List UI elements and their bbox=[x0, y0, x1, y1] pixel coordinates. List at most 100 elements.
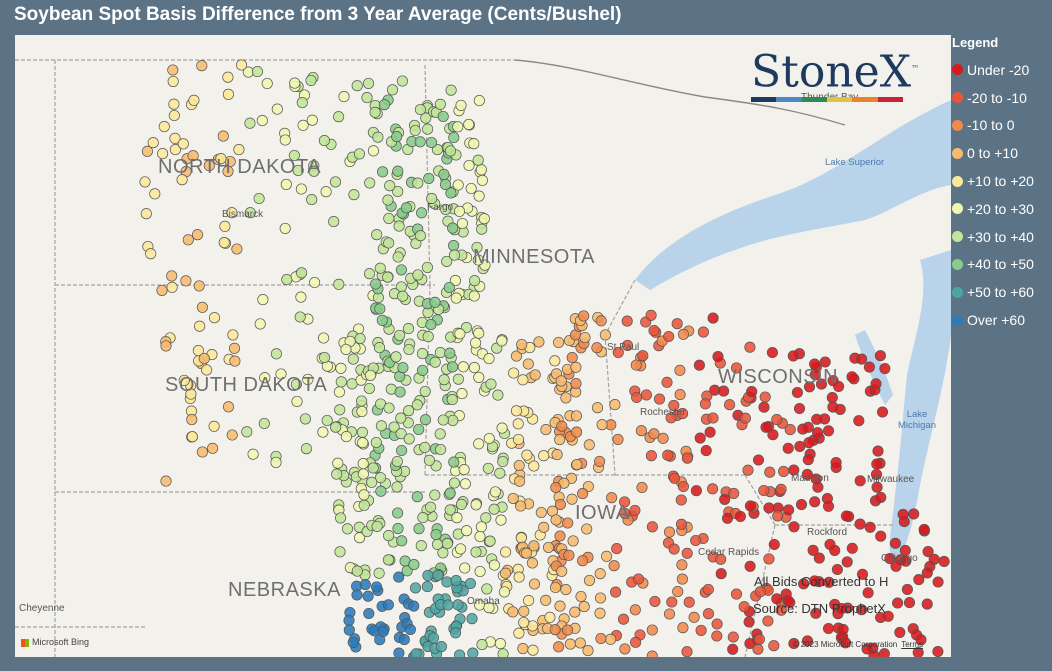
basis-dot[interactable] bbox=[809, 496, 821, 508]
basis-dot[interactable] bbox=[338, 91, 350, 103]
basis-dot[interactable] bbox=[744, 500, 756, 512]
basis-dot[interactable] bbox=[631, 391, 643, 404]
basis-dot[interactable] bbox=[499, 567, 512, 579]
basis-dot[interactable] bbox=[575, 590, 587, 603]
basis-dot[interactable] bbox=[404, 623, 416, 636]
basis-dot[interactable] bbox=[811, 413, 823, 425]
basis-dot[interactable] bbox=[518, 605, 530, 617]
basis-dot[interactable] bbox=[819, 356, 831, 368]
basis-dot[interactable] bbox=[763, 553, 775, 565]
basis-dot[interactable] bbox=[619, 643, 631, 655]
basis-dot[interactable] bbox=[391, 455, 403, 468]
basis-dot[interactable] bbox=[145, 248, 157, 260]
basis-dot[interactable] bbox=[458, 464, 470, 476]
basis-dot[interactable] bbox=[475, 164, 487, 176]
basis-dot[interactable] bbox=[668, 543, 680, 555]
basis-dot[interactable] bbox=[681, 547, 693, 559]
basis-dot[interactable] bbox=[826, 392, 838, 404]
basis-dot[interactable] bbox=[353, 148, 365, 160]
basis-dot[interactable] bbox=[415, 540, 427, 552]
basis-dot[interactable] bbox=[562, 517, 574, 529]
basis-dot[interactable] bbox=[441, 576, 453, 588]
basis-dot[interactable] bbox=[395, 428, 407, 440]
basis-dot[interactable] bbox=[392, 507, 404, 519]
basis-dot[interactable] bbox=[397, 290, 409, 302]
basis-dot[interactable] bbox=[423, 454, 435, 466]
basis-dot[interactable] bbox=[560, 584, 572, 596]
basis-dot[interactable] bbox=[899, 544, 911, 556]
basis-dot[interactable] bbox=[454, 649, 466, 657]
basis-dot[interactable] bbox=[672, 586, 684, 598]
basis-dot[interactable] bbox=[870, 468, 883, 480]
basis-dot[interactable] bbox=[421, 261, 433, 273]
basis-dot[interactable] bbox=[516, 338, 528, 351]
basis-dot[interactable] bbox=[912, 646, 924, 657]
basis-dot[interactable] bbox=[711, 630, 723, 642]
basis-dot[interactable] bbox=[775, 483, 787, 495]
basis-dot[interactable] bbox=[371, 581, 383, 593]
basis-dot[interactable] bbox=[492, 389, 504, 401]
basis-dot[interactable] bbox=[393, 571, 405, 583]
basis-dot[interactable] bbox=[868, 649, 880, 657]
basis-dot[interactable] bbox=[715, 553, 727, 565]
basis-dot[interactable] bbox=[167, 75, 179, 87]
basis-dot[interactable] bbox=[177, 138, 189, 150]
basis-dot[interactable] bbox=[697, 326, 709, 338]
basis-dot[interactable] bbox=[196, 446, 208, 458]
basis-dot[interactable] bbox=[196, 60, 208, 72]
basis-dot[interactable] bbox=[446, 361, 459, 373]
basis-dot[interactable] bbox=[921, 598, 933, 610]
basis-dot[interactable] bbox=[675, 518, 688, 530]
basis-dot[interactable] bbox=[413, 523, 425, 535]
basis-dot[interactable] bbox=[554, 600, 566, 612]
basis-dot[interactable] bbox=[611, 543, 623, 555]
basis-dot[interactable] bbox=[875, 530, 887, 542]
basis-dot[interactable] bbox=[455, 99, 467, 111]
basis-dot[interactable] bbox=[578, 310, 590, 322]
basis-dot[interactable] bbox=[270, 456, 282, 468]
basis-dot[interactable] bbox=[483, 353, 495, 365]
basis-dot[interactable] bbox=[903, 597, 916, 609]
basis-dot[interactable] bbox=[574, 637, 586, 649]
basis-dot[interactable] bbox=[754, 586, 766, 598]
basis-dot[interactable] bbox=[470, 499, 482, 511]
basis-dot[interactable] bbox=[771, 414, 783, 426]
basis-dot[interactable] bbox=[351, 565, 363, 577]
basis-dot[interactable] bbox=[333, 111, 345, 123]
basis-dot[interactable] bbox=[354, 532, 366, 544]
basis-dot[interactable] bbox=[473, 327, 485, 339]
basis-dot[interactable] bbox=[663, 608, 676, 620]
basis-dot[interactable] bbox=[318, 135, 330, 147]
basis-dot[interactable] bbox=[822, 500, 835, 512]
basis-dot[interactable] bbox=[466, 613, 478, 625]
basis-dot[interactable] bbox=[306, 114, 318, 126]
basis-dot[interactable] bbox=[744, 341, 756, 353]
basis-dot[interactable] bbox=[690, 534, 702, 547]
basis-dot[interactable] bbox=[788, 637, 800, 650]
basis-dot[interactable] bbox=[288, 149, 300, 162]
basis-dot[interactable] bbox=[523, 595, 535, 607]
basis-dot[interactable] bbox=[461, 525, 473, 537]
basis-dot[interactable] bbox=[166, 281, 178, 293]
basis-dot[interactable] bbox=[149, 188, 161, 200]
basis-dot[interactable] bbox=[594, 592, 607, 604]
basis-dot[interactable] bbox=[444, 504, 456, 516]
basis-dot[interactable] bbox=[823, 576, 835, 588]
basis-dot[interactable] bbox=[261, 77, 273, 90]
basis-dot[interactable] bbox=[351, 589, 363, 601]
basis-dot[interactable] bbox=[375, 420, 387, 432]
basis-dot[interactable] bbox=[363, 268, 376, 280]
basis-dot[interactable] bbox=[321, 414, 333, 427]
basis-dot[interactable] bbox=[403, 405, 415, 417]
basis-dot[interactable] bbox=[528, 460, 540, 472]
basis-dot[interactable] bbox=[158, 121, 170, 133]
basis-dot[interactable] bbox=[840, 510, 852, 522]
basis-dot[interactable] bbox=[374, 303, 386, 315]
basis-dot[interactable] bbox=[414, 103, 426, 116]
basis-dot[interactable] bbox=[629, 604, 641, 616]
basis-dot[interactable] bbox=[549, 581, 562, 594]
basis-dot[interactable] bbox=[763, 502, 775, 514]
basis-dot[interactable] bbox=[794, 440, 806, 452]
basis-dot[interactable] bbox=[744, 560, 756, 572]
basis-dot[interactable] bbox=[188, 94, 200, 106]
